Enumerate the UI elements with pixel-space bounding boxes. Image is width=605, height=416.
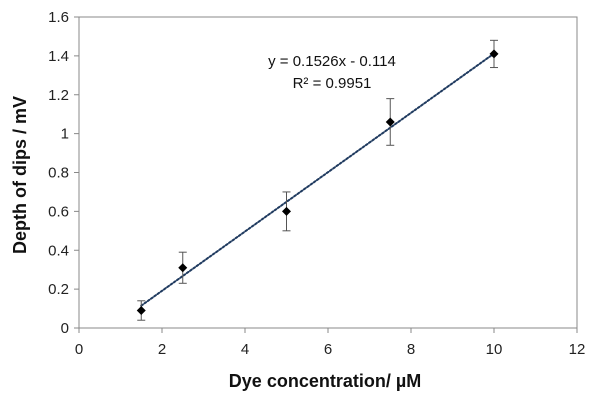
- y-tick-label: 0.2: [48, 281, 69, 298]
- y-axis-title: Depth of dips / mV: [10, 96, 30, 254]
- trendline-equation: y = 0.1526x - 0.114: [268, 53, 396, 70]
- y-tick-label: 0.8: [48, 165, 69, 182]
- y-tick-label: 0.6: [48, 203, 69, 220]
- y-tick-label: 1.6: [48, 9, 69, 26]
- y-tick-label: 1.2: [48, 87, 69, 104]
- data-point: [178, 263, 188, 273]
- y-tick-label: 1: [61, 126, 69, 143]
- x-tick-label: 0: [75, 341, 83, 358]
- x-tick-label: 2: [158, 341, 166, 358]
- x-tick-label: 10: [486, 341, 503, 358]
- y-tick-label: 0: [61, 320, 69, 337]
- x-axis-title: Dye concentration/ µM: [229, 371, 421, 391]
- x-tick-label: 4: [241, 341, 249, 358]
- trendline: [140, 52, 495, 307]
- data-point: [136, 306, 146, 316]
- data-point: [489, 49, 499, 59]
- x-tick-label: 12: [569, 341, 586, 358]
- y-tick-label: 1.4: [48, 48, 69, 65]
- data-point: [282, 206, 291, 216]
- trendline-r2: R² = 0.9951: [293, 75, 372, 92]
- x-tick-label: 6: [324, 341, 332, 358]
- y-tick-label: 0.4: [48, 242, 69, 259]
- x-tick-label: 8: [407, 341, 415, 358]
- data-point: [385, 117, 395, 127]
